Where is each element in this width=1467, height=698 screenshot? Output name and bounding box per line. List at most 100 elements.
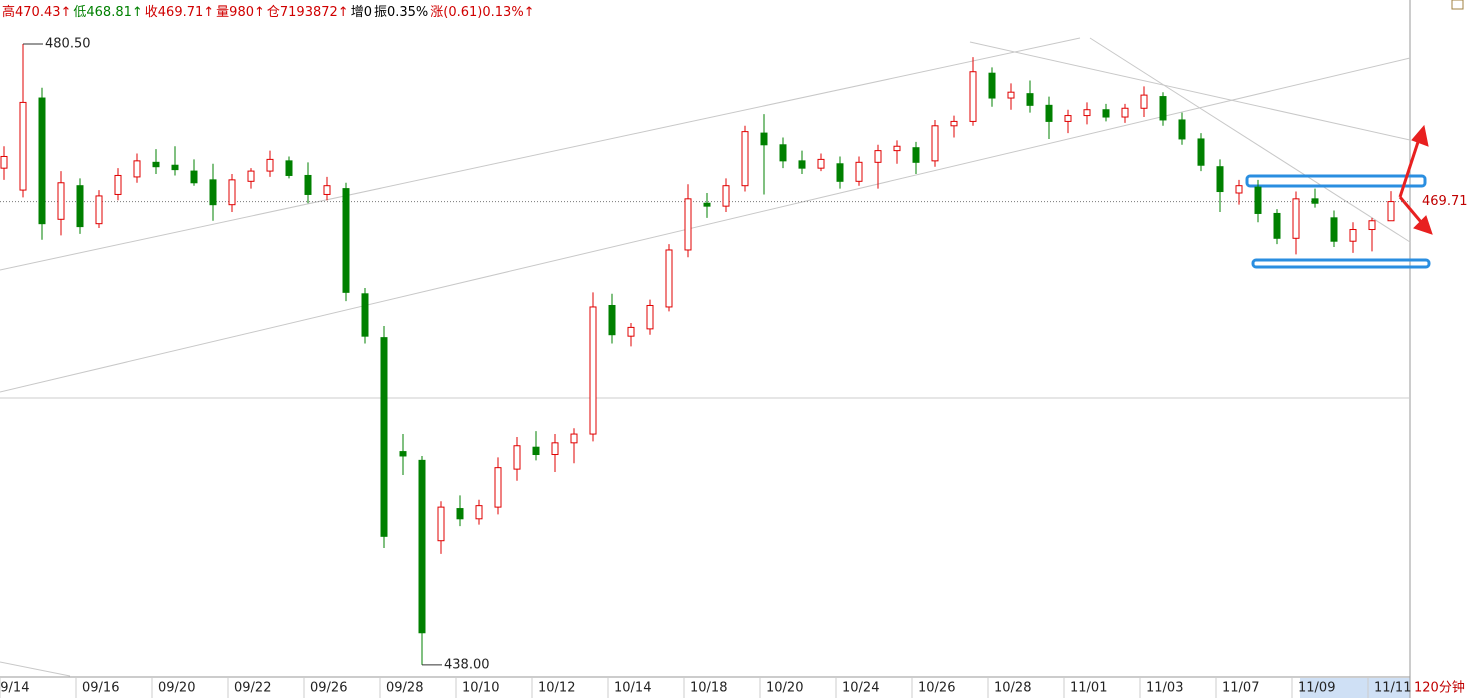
candle-body — [646, 304, 654, 330]
candle-body — [893, 145, 901, 152]
stat: 振0.35% — [373, 5, 429, 20]
x-tick-label: 09/26 — [310, 681, 347, 696]
candle-body — [608, 304, 616, 336]
candle-body — [589, 306, 597, 435]
candle-body — [1159, 96, 1167, 121]
candle-body — [361, 293, 369, 337]
candle-body — [494, 467, 502, 508]
candle-body — [779, 144, 787, 162]
x-tick-label: 11/11 — [1374, 681, 1411, 696]
candle-body — [418, 459, 426, 634]
candle-body — [19, 101, 27, 191]
axis-highlight — [1300, 678, 1410, 698]
candle-body — [1026, 93, 1034, 106]
candle-body — [0, 155, 8, 169]
candle-body — [209, 179, 217, 206]
candle-body — [437, 506, 445, 542]
period-label: 120分钟 — [1414, 680, 1465, 696]
resistance-box — [1245, 174, 1427, 188]
candle-body — [1368, 220, 1376, 231]
candle-body — [950, 120, 958, 127]
candle-body — [1311, 198, 1319, 204]
stat: 增0 — [350, 5, 372, 20]
candle-body — [551, 442, 559, 456]
arrows — [1398, 124, 1433, 235]
stat: 仓7193872↑ — [266, 5, 349, 20]
candle-body — [247, 170, 255, 182]
candle-body — [741, 131, 749, 187]
candle-body — [532, 446, 540, 456]
candle-body — [1387, 201, 1395, 222]
trend-lines — [0, 37, 1411, 677]
corner-icon[interactable] — [1451, 0, 1464, 10]
candle-body — [1178, 119, 1186, 140]
candle-body — [817, 158, 825, 169]
candle-body — [1045, 104, 1053, 122]
candle-body — [1349, 229, 1357, 242]
candle-body — [722, 185, 730, 207]
candle-body — [1121, 107, 1129, 118]
x-tick-label: 11/07 — [1222, 681, 1259, 696]
candle-body — [1102, 109, 1110, 118]
candle-body — [171, 164, 179, 171]
candle-body — [190, 170, 198, 184]
candle-body — [570, 433, 578, 444]
stat: 涨(0.61)0.13%↑ — [430, 5, 535, 20]
support-box — [1251, 258, 1431, 269]
marker-label: 480.50 — [45, 36, 91, 51]
x-tick-label: 09/14 — [0, 681, 29, 696]
stat: 收469.71↑ — [144, 5, 215, 20]
x-tick-label: 10/10 — [462, 681, 499, 696]
candle-body — [684, 198, 692, 251]
candle-body — [665, 249, 673, 308]
candle-body — [57, 182, 65, 220]
x-tick-label: 10/12 — [538, 681, 575, 696]
x-tick-label: 11/01 — [1070, 681, 1107, 696]
stats-bar: 高470.43↑ 低468.81↑ 收469.71↑ 量980↑ 仓7193872↑ 增0… — [2, 1, 537, 20]
x-tick-label: 10/18 — [690, 681, 727, 696]
candle-body — [285, 160, 293, 176]
x-tick-label: 10/24 — [842, 681, 879, 696]
last-price-label: 469.71 — [1422, 194, 1467, 209]
marker-label: 438.00 — [444, 657, 490, 672]
x-tick-label: 09/28 — [386, 681, 423, 696]
x-tick-label: 10/28 — [994, 681, 1031, 696]
candle-body — [855, 161, 863, 182]
x-tick-label: 10/26 — [918, 681, 955, 696]
stat: 量980↑ — [216, 5, 265, 20]
candle-body — [627, 326, 635, 337]
candle-body — [114, 174, 122, 195]
candle-body — [38, 97, 46, 225]
candle-body — [1140, 94, 1148, 109]
candle-body — [1235, 185, 1243, 194]
x-tick-label: 09/22 — [234, 681, 271, 696]
x-tick-label: 09/20 — [158, 681, 195, 696]
candle-body — [1330, 217, 1338, 242]
candle-body — [323, 185, 331, 195]
candle-body — [342, 188, 350, 293]
candle-body — [798, 160, 806, 169]
candle-body — [1197, 138, 1205, 166]
x-tick-label: 11/03 — [1146, 681, 1183, 696]
candle-body — [1292, 198, 1300, 239]
candle-body — [969, 71, 977, 122]
candle-body — [475, 505, 483, 520]
candle-body — [456, 508, 464, 520]
candle-body — [266, 158, 274, 172]
candle-body — [152, 161, 160, 168]
x-tick-label: 11/09 — [1298, 681, 1335, 696]
candle-body — [836, 163, 844, 182]
x-tick-label: 10/14 — [614, 681, 651, 696]
candle-body — [1007, 91, 1015, 99]
candle-body — [912, 147, 920, 163]
candle-body — [760, 132, 768, 146]
candle-body — [874, 150, 882, 163]
candle-body — [228, 179, 236, 206]
stat: 低468.81↑ — [73, 5, 143, 20]
x-tick-label: 09/16 — [82, 681, 119, 696]
candle-body — [304, 174, 312, 195]
candle-body — [1064, 115, 1072, 122]
candle-body — [1216, 166, 1224, 193]
candle-body — [931, 125, 939, 162]
